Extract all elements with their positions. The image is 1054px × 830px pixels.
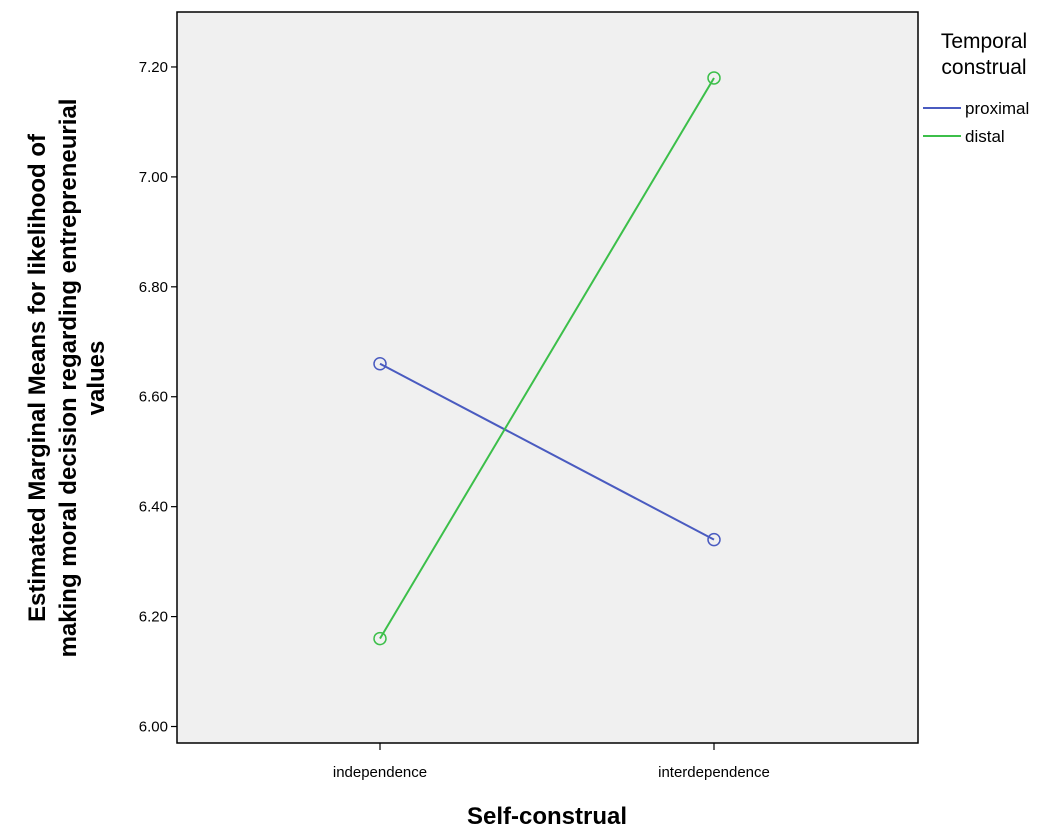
series-line-proximal: [379, 362, 715, 541]
legend: Temporal construal proximal distal: [923, 30, 1029, 146]
data-point-proximal: [707, 532, 721, 547]
y-axis-title: Estimated Marginal Means for likelihood …: [24, 99, 110, 658]
x-tick-label: independence: [333, 764, 427, 781]
y-axis-title-line: Estimated Marginal Means for likelihood …: [24, 133, 51, 622]
series-distal: [373, 71, 721, 646]
y-tick-label: 7.20: [139, 59, 168, 76]
y-tick-label: 6.80: [139, 279, 168, 296]
y-tick-label: 6.60: [139, 389, 168, 406]
y-tick-label: 6.00: [139, 719, 168, 736]
legend-label-proximal: proximal: [965, 99, 1029, 118]
data-point-distal: [373, 631, 387, 646]
legend-title-line: Temporal: [941, 30, 1027, 53]
y-tick-label: 7.00: [139, 169, 168, 186]
x-axis: independence interdependence: [333, 743, 770, 781]
y-tick-label: 6.40: [139, 499, 168, 516]
y-axis: 6.00 6.20 6.40 6.60 6.80 7.00 7.20: [139, 59, 177, 736]
series-layer: [373, 71, 721, 646]
y-axis-title-line: values: [83, 341, 110, 416]
x-axis-title: Self-construal: [467, 803, 627, 830]
series-proximal: [373, 357, 721, 547]
data-point-distal: [707, 71, 721, 85]
y-tick-label: 6.20: [139, 609, 168, 626]
x-tick-label: interdependence: [658, 764, 770, 781]
plot-area: [176, 11, 919, 744]
series-line-distal: [379, 77, 715, 640]
legend-title-line: construal: [941, 56, 1026, 79]
data-point-proximal: [373, 357, 387, 371]
legend-label-distal: distal: [965, 127, 1005, 146]
y-axis-title-line: making moral decision regarding entrepre…: [55, 99, 82, 658]
